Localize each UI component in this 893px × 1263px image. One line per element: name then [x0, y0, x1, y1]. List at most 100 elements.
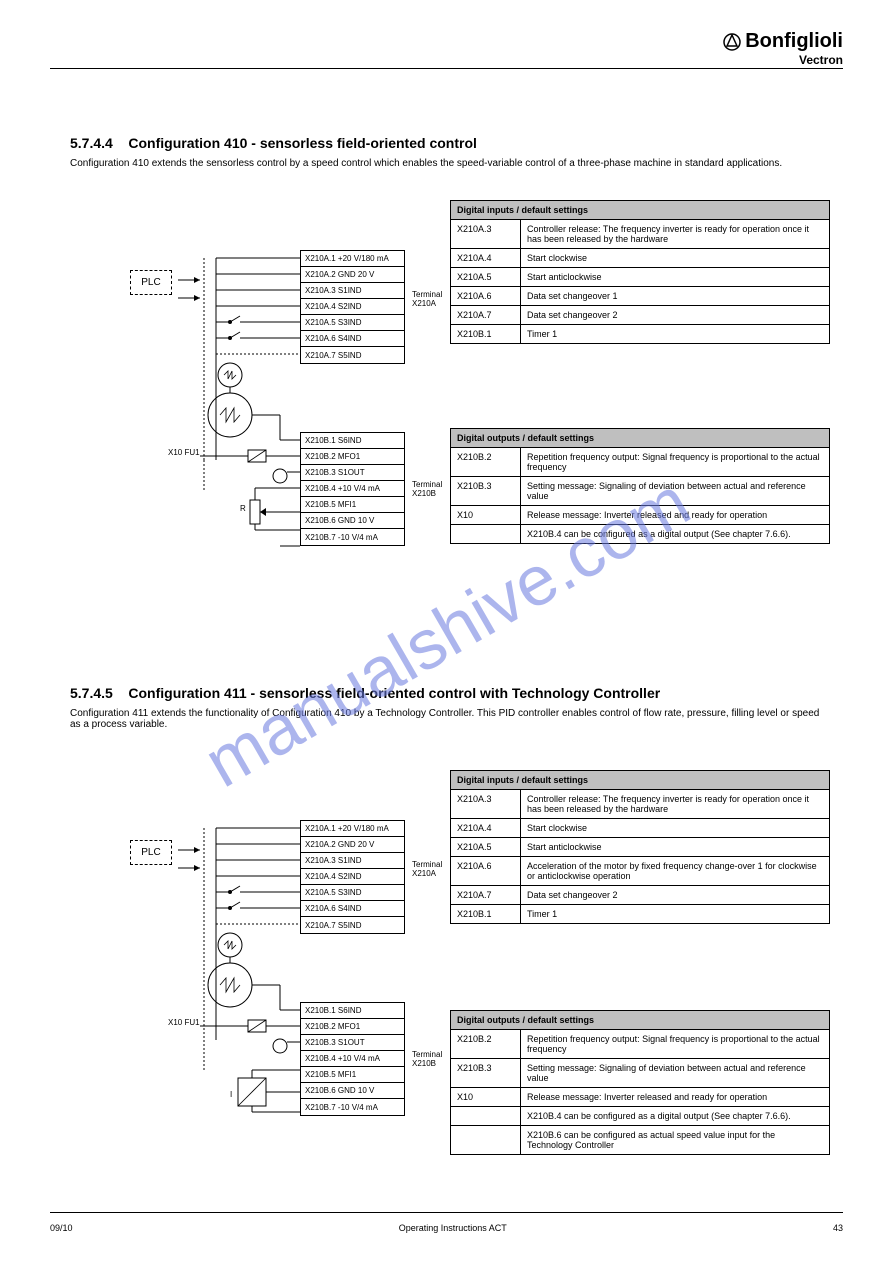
term: X210A.1 +20 V/180 mA — [301, 251, 404, 267]
term: X210B.2 MFO1 — [301, 1019, 404, 1035]
section2-table2: Digital outputs / default settings X210B… — [450, 1010, 830, 1155]
section2-intro: Configuration 411 extends the functional… — [70, 708, 830, 730]
cell: X210B.1 — [451, 325, 521, 344]
cell: X210B.3 — [451, 1059, 521, 1088]
term: X210A.2 GND 20 V — [301, 267, 404, 283]
term: X210B.3 S1OUT — [301, 1035, 404, 1051]
cell: Timer 1 — [521, 905, 830, 924]
footer-rule — [50, 1212, 843, 1213]
section1-table1-wrap: Digital inputs / default settings X210A.… — [450, 200, 830, 344]
cell: X10 — [451, 506, 521, 525]
term: X210A.2 GND 20 V — [301, 837, 404, 853]
section1-table1: Digital inputs / default settings X210A.… — [450, 200, 830, 344]
brand-subtitle: Vectron — [723, 53, 843, 67]
cell: X210A.6 — [451, 287, 521, 306]
footer-page: 43 — [833, 1223, 843, 1233]
cell: Start anticlockwise — [521, 268, 830, 287]
table2-header: Digital outputs / default settings — [451, 429, 830, 448]
cell: X10 — [451, 1088, 521, 1107]
term: X210A.7 S5IND — [301, 347, 404, 363]
cell: Repetition frequency output: Signal freq… — [521, 448, 830, 477]
term: X210B.3 S1OUT — [301, 465, 404, 481]
r-label-1: R — [240, 504, 246, 513]
cell: Acceleration of the motor by fixed frequ… — [521, 857, 830, 886]
section1-num: 5.7.4.4 — [70, 135, 113, 151]
table1-header: Digital inputs / default settings — [451, 771, 830, 790]
cell: X210B.2 — [451, 448, 521, 477]
section1-intro: Configuration 410 extends the sensorless… — [70, 158, 830, 169]
footer-rev: 09/10 — [50, 1223, 73, 1233]
term: X210A.4 S2IND — [301, 299, 404, 315]
term: X210B.7 -10 V/4 mA — [301, 1099, 404, 1115]
term: X210B.1 S6IND — [301, 1003, 404, 1019]
section1-heading: 5.7.4.4 Configuration 410 - sensorless f… — [70, 135, 477, 151]
term: X210B.6 GND 10 V — [301, 1083, 404, 1099]
term-label-1a: Terminal X210A — [412, 290, 442, 308]
cell: X210B.3 — [451, 477, 521, 506]
term: X210B.5 MFI1 — [301, 497, 404, 513]
term: X210B.4 +10 V/4 mA — [301, 1051, 404, 1067]
cell: Release message: Inverter released and r… — [521, 506, 830, 525]
relay-label-1: X10 FU1 — [168, 448, 200, 457]
cell: X210A.5 — [451, 268, 521, 287]
terminal-block-1b: X210B.1 S6IND X210B.2 MFO1 X210B.3 S1OUT… — [300, 432, 405, 546]
term: X210A.5 S3IND — [301, 315, 404, 331]
term: X210A.7 S5IND — [301, 917, 404, 933]
page: Bonfiglioli Vectron manualshive.com 5.7.… — [0, 0, 893, 1263]
cell: Start clockwise — [521, 249, 830, 268]
cell: Release message: Inverter released and r… — [521, 1088, 830, 1107]
term: X210A.3 S1IND — [301, 853, 404, 869]
cell: Data set changeover 2 — [521, 306, 830, 325]
cell: X210A.5 — [451, 838, 521, 857]
brand-name: Bonfiglioli — [745, 30, 843, 53]
cell: X210A.4 — [451, 819, 521, 838]
plc-label-1: PLC — [141, 277, 160, 288]
cell: Data set changeover 2 — [521, 886, 830, 905]
cell: Repetition frequency output: Signal freq… — [521, 1030, 830, 1059]
table1-header: Digital inputs / default settings — [451, 201, 830, 220]
section1-title: Configuration 410 - sensorless field-ori… — [128, 135, 477, 151]
term: X210A.6 S4IND — [301, 331, 404, 347]
cell: X210A.4 — [451, 249, 521, 268]
relay-label-2: X10 FU1 — [168, 1018, 200, 1027]
cell: Data set changeover 1 — [521, 287, 830, 306]
section2-table1-wrap: Digital inputs / default settings X210A.… — [450, 770, 830, 924]
cell: Controller release: The frequency invert… — [521, 790, 830, 819]
cell — [451, 1107, 521, 1126]
term-label-1b: Terminal X210B — [412, 480, 442, 498]
term: X210B.2 MFO1 — [301, 449, 404, 465]
cell: Setting message: Signaling of deviation … — [521, 477, 830, 506]
cell: X210B.2 — [451, 1030, 521, 1059]
cell: X210A.3 — [451, 790, 521, 819]
brand-logo: Bonfiglioli — [723, 30, 843, 53]
section2-heading: 5.7.4.5 Configuration 411 - sensorless f… — [70, 685, 660, 701]
term-label-2a: Terminal X210A — [412, 860, 442, 878]
cell: Setting message: Signaling of deviation … — [521, 1059, 830, 1088]
section2-table1: Digital inputs / default settings X210A.… — [450, 770, 830, 924]
section1-table2-wrap: Digital outputs / default settings X210B… — [450, 428, 830, 544]
cell: X210A.6 — [451, 857, 521, 886]
term: X210A.3 S1IND — [301, 283, 404, 299]
page-footer: 09/10 Operating Instructions ACT 43 — [50, 1223, 843, 1233]
terminal-block-2b: X210B.1 S6IND X210B.2 MFO1 X210B.3 S1OUT… — [300, 1002, 405, 1116]
plc-box-2: PLC — [130, 840, 172, 865]
cell: Controller release: The frequency invert… — [521, 220, 830, 249]
term: X210A.6 S4IND — [301, 901, 404, 917]
term: X210B.7 -10 V/4 mA — [301, 529, 404, 545]
term: X210B.4 +10 V/4 mA — [301, 481, 404, 497]
term: X210A.4 S2IND — [301, 869, 404, 885]
cell: Start anticlockwise — [521, 838, 830, 857]
term: X210B.1 S6IND — [301, 433, 404, 449]
brand-block: Bonfiglioli Vectron — [723, 30, 843, 67]
header-rule — [50, 68, 843, 69]
section2-table2-wrap: Digital outputs / default settings X210B… — [450, 1010, 830, 1155]
i-label-2: I — [230, 1090, 232, 1099]
plc-label-2: PLC — [141, 847, 160, 858]
cell: X210A.3 — [451, 220, 521, 249]
cell: X210B.1 — [451, 905, 521, 924]
cell: Start clockwise — [521, 819, 830, 838]
cell — [451, 525, 521, 544]
term: X210A.1 +20 V/180 mA — [301, 821, 404, 837]
term: X210B.5 MFI1 — [301, 1067, 404, 1083]
table2-header: Digital outputs / default settings — [451, 1011, 830, 1030]
